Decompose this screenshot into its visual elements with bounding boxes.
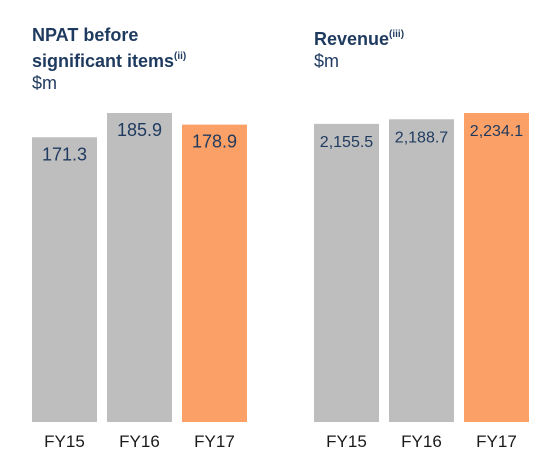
revenue-value-label-fy15: 2,155.5 [320, 134, 373, 151]
npat-bar-fy17 [182, 124, 247, 422]
npat-category-label-fy16: FY16 [119, 432, 160, 451]
npat-bar-fy15 [32, 137, 97, 422]
npat-category-label-fy15: FY15 [44, 432, 85, 451]
revenue-bar-fy17 [464, 113, 529, 422]
revenue-chart-unit: $m [314, 51, 340, 71]
npat-value-label-fy16: 185.9 [117, 120, 162, 140]
npat-bar-fy16 [107, 113, 172, 422]
revenue-title-text: Revenue [314, 29, 390, 49]
revenue-title-footnote: (iii) [389, 29, 405, 40]
npat-title-line1: NPAT before [32, 25, 139, 45]
npat-chart-unit: $m [32, 73, 58, 93]
npat-category-label-fy17: FY17 [194, 432, 235, 451]
revenue-category-label-fy16: FY16 [401, 432, 442, 451]
revenue-category-label-fy15: FY15 [326, 432, 367, 451]
npat-chart: NPAT before significant items(ii) $m 171… [0, 0, 276, 468]
revenue-bar-fy16 [389, 119, 454, 423]
revenue-chart: Revenue(iii) $m 2,155.5 FY15 2,188.7 FY16 2,… [276, 0, 553, 468]
npat-chart-title: NPAT before significant items(ii) $m [32, 24, 186, 94]
npat-value-label-fy15: 171.3 [42, 144, 87, 164]
revenue-bar-plot: 2,155.5 FY15 2,188.7 FY16 2,234.1 FY17 [314, 113, 529, 451]
npat-value-label-fy17: 178.9 [192, 132, 237, 152]
npat-bar-plot: 171.3 FY15 185.9 FY16 178.9 FY17 [32, 113, 247, 451]
revenue-value-label-fy16: 2,188.7 [395, 129, 448, 146]
revenue-chart-title: Revenue(iii) $m [314, 24, 404, 72]
npat-title-line2: significant items [32, 51, 175, 71]
revenue-bar-fy15 [314, 123, 379, 423]
revenue-category-label-fy17: FY17 [476, 432, 517, 451]
revenue-value-label-fy17: 2,234.1 [470, 123, 523, 140]
npat-title-footnote: (ii) [174, 51, 187, 62]
